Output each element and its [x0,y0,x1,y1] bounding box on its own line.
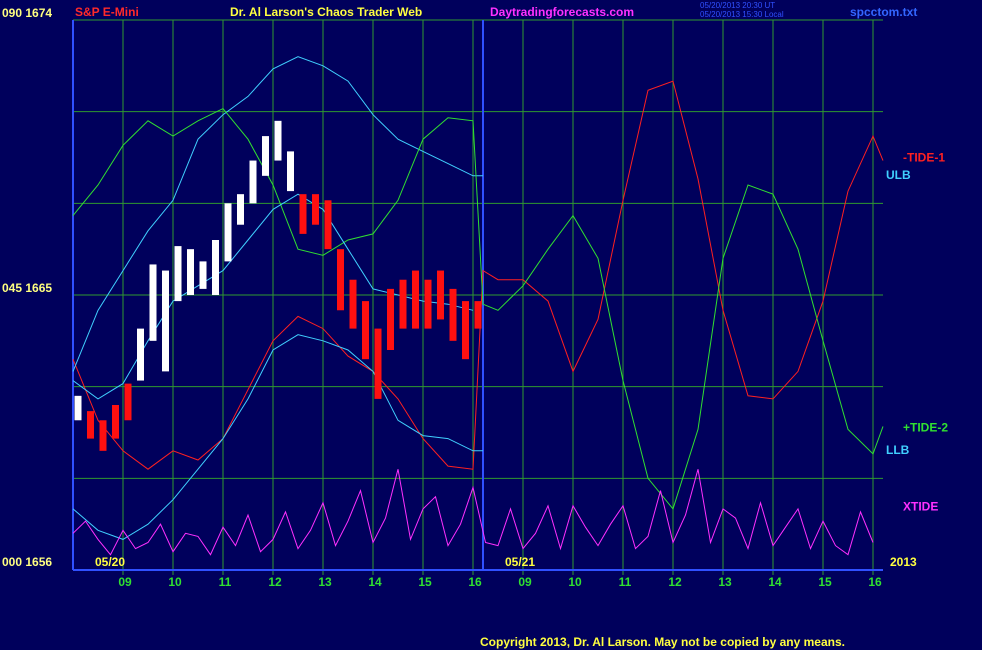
price-bar [224,203,232,262]
series-line [72,56,483,372]
price-bar [362,301,369,360]
x-tick-label: 09 [118,575,132,589]
price-bar [99,420,107,451]
price-bar [462,301,469,360]
price-bar [387,288,394,350]
series-label: +TIDE-2 [903,421,948,435]
y-tick-label: 090 1674 [2,6,52,20]
timestamp: 05/20/2013 15:30 Local [700,10,784,19]
price-bar [212,240,219,295]
x-tick-label: 15 [418,575,432,589]
price-bar [399,279,407,329]
y-tick-label: 045 1665 [2,281,52,295]
series-label: ULB [886,168,911,182]
series-line [72,107,884,510]
x-tick-label: 13 [718,575,732,589]
price-bar [124,383,132,421]
day-label: 05/20 [95,555,125,569]
price-bar [162,270,169,372]
x-tick-label: 13 [318,575,332,589]
price-bar [324,200,332,250]
price-bar [87,411,94,439]
y-tick-label: 000 1656 [2,555,52,569]
price-bar [449,288,457,341]
x-tick-label: 14 [768,575,782,589]
price-bar [74,395,82,421]
price-bar [112,405,119,439]
price-bar [249,160,257,204]
chart-title: Dr. Al Larson's Chaos Trader Web [230,5,422,19]
price-bar [337,249,344,311]
series-label: XTIDE [903,500,938,514]
price-bar [262,136,269,176]
series-label: LLB [886,443,910,457]
x-tick-label: 16 [868,575,882,589]
price-bar [412,270,419,329]
price-bar [137,328,144,381]
price-bar [312,194,319,225]
series-line [72,334,483,540]
series-line [72,80,884,470]
x-tick-label: 16 [468,575,482,589]
x-tick-label: 15 [818,575,832,589]
price-bar [424,279,432,329]
x-tick-label: 14 [368,575,382,589]
price-bar [174,246,182,302]
price-bar [299,194,307,234]
site: Daytradingforecasts.com [490,5,634,19]
price-bar [437,270,444,320]
price-bar [237,194,244,225]
copyright: Copyright 2013, Dr. Al Larson. May not b… [480,635,845,649]
series-line [72,469,874,556]
price-bar [287,151,294,192]
price-bar [349,279,357,329]
file-name: spcctom.txt [850,5,917,19]
price-bar [474,301,482,329]
x-tick-label: 09 [518,575,532,589]
price-bar [187,249,194,295]
price-bar [199,261,207,289]
x-tick-label: 11 [219,575,232,589]
day-label: 05/21 [505,555,535,569]
year: 2013 [890,555,917,569]
symbol: S&P E-Mini [75,5,139,19]
price-bar [149,264,157,341]
x-tick-label: 10 [168,575,182,589]
series-label: -TIDE-1 [903,151,945,165]
x-tick-label: 10 [568,575,582,589]
x-tick-label: 11 [619,575,632,589]
x-tick-label: 12 [668,575,682,589]
timestamp: 05/20/2013 20:30 UT [700,1,775,10]
x-tick-label: 12 [268,575,282,589]
price-bar [374,328,382,399]
price-bar [274,120,282,161]
